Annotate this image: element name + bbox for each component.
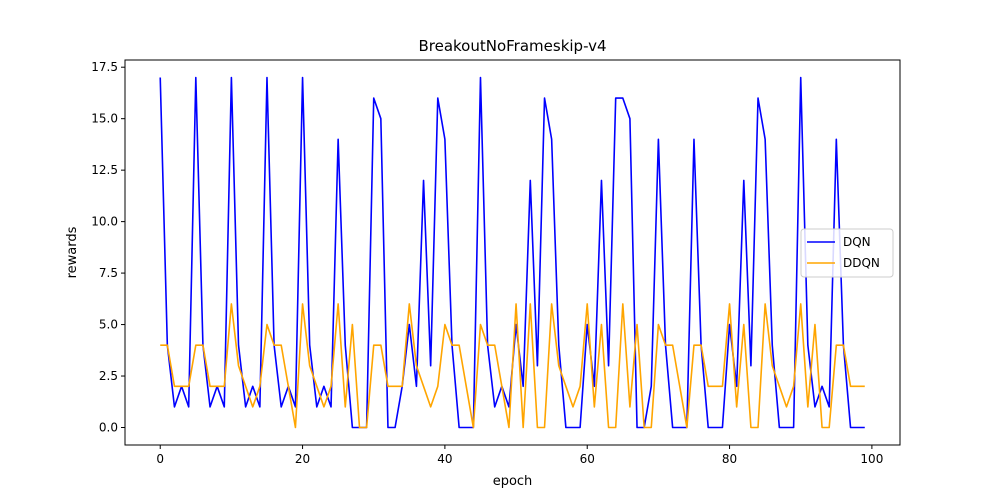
x-tick-label: 60 — [580, 452, 595, 466]
chart-title: BreakoutNoFrameskip-v4 — [418, 37, 606, 55]
y-tick-label: 5.0 — [99, 318, 118, 332]
y-tick-label: 17.5 — [91, 60, 118, 74]
plot-frame — [124, 59, 901, 446]
y-tick-label: 10.0 — [91, 215, 118, 229]
y-tick-label: 12.5 — [91, 163, 118, 177]
y-tick-label: 15.0 — [91, 112, 118, 126]
plot-area — [159, 76, 865, 429]
x-tick-label: 0 — [156, 452, 164, 466]
y-tick-label: 0.0 — [99, 421, 118, 435]
legend-box — [800, 228, 894, 278]
series-line-ddqn — [160, 303, 865, 429]
x-tick-label: 20 — [295, 452, 310, 466]
x-tick-label: 100 — [860, 452, 883, 466]
y-tick-label: 2.5 — [99, 369, 118, 383]
x-tick-label: 40 — [437, 452, 452, 466]
x-axis-label: epoch — [493, 474, 533, 489]
x-tick-label: 80 — [722, 452, 737, 466]
legend: DQN DDQN — [800, 228, 894, 278]
legend-label-ddqn: DDQN — [843, 256, 880, 270]
y-axis-label: rewards — [65, 226, 80, 278]
axis-ticks: 0 20 40 60 80 100 0.0 2.5 5.0 7.5 10.0 12.5 15.0 17.5 — [91, 60, 883, 466]
y-tick-label: 7.5 — [99, 266, 118, 280]
legend-label-dqn: DQN — [843, 235, 871, 249]
